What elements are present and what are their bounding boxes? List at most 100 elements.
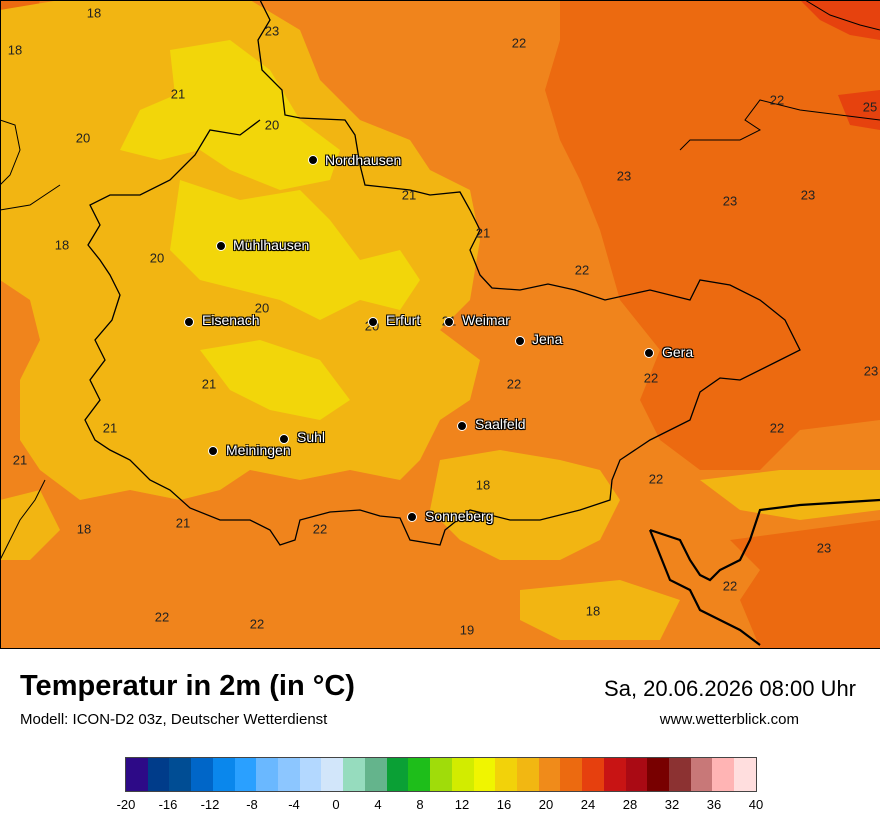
temperature-value: 23: [816, 540, 832, 556]
colorbar-swatch: [169, 758, 192, 791]
colorbar-tick-label: 8: [416, 797, 424, 812]
temperature-value: 22: [574, 262, 590, 278]
colorbar-swatch: [473, 758, 496, 791]
city-label-suhl: Suhl: [297, 429, 326, 445]
temperature-value: 22: [511, 35, 527, 51]
colorbar-swatch: [451, 758, 474, 791]
city-label-eisenach: Eisenach: [202, 312, 260, 328]
colorbar-swatch: [386, 758, 409, 791]
temperature-value: 20: [264, 117, 280, 133]
colorbar-swatch: [191, 758, 213, 791]
colorbar-swatch: [516, 758, 539, 791]
temperature-value: 21: [201, 376, 217, 392]
temperature-value: 18: [54, 237, 70, 253]
temperature-value: 22: [722, 578, 738, 594]
temperature-value: 23: [616, 168, 632, 184]
temperature-value: 20: [75, 130, 91, 146]
colorbar-swatch: [647, 758, 669, 791]
field-warm-southeast: [730, 520, 880, 648]
temperature-value: 21: [12, 452, 28, 468]
colorbar-swatch: [668, 758, 691, 791]
temperature-value: 23: [264, 23, 280, 39]
colorbar-swatch: [430, 758, 452, 791]
field-mild-south: [430, 450, 620, 560]
temperature-value: 21: [175, 515, 191, 531]
temperature-value: 22: [506, 376, 522, 392]
city-label-sonneberg: Sonneberg: [425, 508, 494, 524]
city-marker: [457, 421, 467, 431]
temperature-value: 23: [800, 187, 816, 203]
field-hot-east: [838, 90, 880, 130]
city-label-weimar: Weimar: [462, 312, 510, 328]
city-marker: [644, 348, 654, 358]
colorbar-tick-label: -20: [116, 797, 136, 812]
colorbar-tick-label: 4: [374, 797, 382, 812]
colorbar-swatch: [147, 758, 170, 791]
city-marker: [216, 241, 226, 251]
city-marker: [368, 317, 378, 327]
colorbar-swatch: [582, 758, 604, 791]
colorbar-tick-label: 0: [332, 797, 340, 812]
temperature-value: 22: [249, 616, 265, 632]
temperature-value: 22: [769, 420, 785, 436]
city-label-muehlhausen: Mühlhausen: [233, 237, 310, 253]
colorbar-tick-label: -12: [200, 797, 220, 812]
colorbar-tick-label: 16: [496, 797, 512, 812]
city-label-nordhausen: Nordhausen: [325, 152, 402, 168]
regional-border-northeast: [679, 0, 880, 151]
temperature-value: 22: [154, 609, 170, 625]
colorbar-swatch: [364, 758, 387, 791]
colorbar-tick-label: -8: [246, 797, 258, 812]
temperature-value: 22: [643, 370, 659, 386]
city-label-jena: Jena: [532, 331, 563, 347]
city-label-meiningen: Meiningen: [226, 442, 291, 458]
map-title: Temperatur in 2m (in °C): [20, 670, 355, 702]
temperature-value: 21: [475, 225, 491, 241]
colorbar-tick-label: 28: [622, 797, 638, 812]
model-info: Modell: ICON-D2 03z, Deutscher Wetterdie…: [20, 711, 328, 728]
field-mild-lower: [520, 580, 680, 640]
colorbar-swatch: [234, 758, 257, 791]
colorbar-tick-label: -16: [158, 797, 178, 812]
temperature-value: 20: [149, 250, 165, 266]
colorbar-swatch: [625, 758, 648, 791]
city-marker: [515, 336, 525, 346]
city-label-saalfeld: Saalfeld: [475, 416, 526, 432]
website-link[interactable]: www.wetterblick.com: [659, 711, 799, 728]
temperature-value: 21: [401, 187, 417, 203]
colorbar-swatch: [690, 758, 713, 791]
colorbar-tick-label: 40: [748, 797, 764, 812]
city-marker: [208, 446, 218, 456]
colorbar-swatch: [126, 758, 148, 791]
temperature-value: 22: [648, 471, 664, 487]
colorbar-tick-label: 36: [706, 797, 722, 812]
temperature-value: 18: [475, 477, 491, 493]
colorbar-tick-label: 24: [580, 797, 596, 812]
temperature-value: 20: [254, 300, 270, 316]
colorbar-swatch: [321, 758, 344, 791]
colorbar-swatch: [256, 758, 279, 791]
colorbar-swatch: [712, 758, 735, 791]
city-marker: [444, 317, 454, 327]
city-marker: [279, 434, 289, 444]
colorbar-swatch: [299, 758, 322, 791]
colorbar-swatch: [212, 758, 235, 791]
colorbar-swatch: [603, 758, 626, 791]
temperature-value: 22: [769, 92, 785, 108]
state-border: [84, 0, 801, 546]
temperature-value: 19: [459, 622, 475, 638]
field-cool-north: [120, 40, 340, 190]
colorbar-swatch: [560, 758, 583, 791]
regional-border-west: [0, 119, 61, 561]
temperature-value: 22: [312, 521, 328, 537]
field-hot-northeast: [800, 0, 880, 40]
colorbar-tick-label: -4: [288, 797, 300, 812]
city-marker: [308, 155, 318, 165]
national-border-east: [649, 498, 880, 582]
colorbar-tick-label: 20: [538, 797, 554, 812]
city-marker: [407, 512, 417, 522]
temperature-colorbar: [125, 757, 757, 792]
temperature-value: 18: [86, 5, 102, 21]
field-mild-southeast: [700, 470, 880, 520]
field-cool-center: [170, 180, 420, 320]
